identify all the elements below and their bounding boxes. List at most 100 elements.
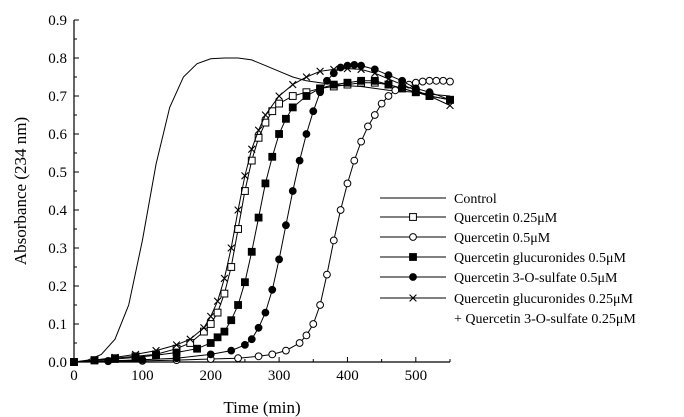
x-axis-label: Time (min): [223, 398, 300, 417]
data-point: [152, 351, 160, 360]
data-point: [275, 99, 283, 108]
data-point: [316, 67, 324, 76]
data-point: [206, 339, 215, 347]
x-tick-label: 100: [131, 368, 154, 384]
data-point: [213, 333, 222, 342]
data-point: [370, 76, 379, 85]
data-point: [261, 308, 270, 317]
data-point: [131, 350, 140, 359]
data-point: [316, 88, 325, 97]
legend-marker: [409, 253, 417, 261]
data-point: [241, 278, 249, 287]
data-point: [350, 60, 359, 69]
data-point: [302, 331, 311, 340]
legend-marker: [409, 213, 417, 221]
legend: Control Quercetin 0.25μM Quercetin 0.5μM Qu…: [380, 192, 636, 327]
series-4: [70, 60, 454, 366]
data-point: [111, 353, 119, 362]
data-point: [391, 86, 400, 95]
data-point: [384, 92, 393, 100]
series-5: [70, 64, 454, 366]
data-point: [295, 156, 304, 165]
data-point: [282, 346, 290, 355]
data-point: [323, 76, 331, 85]
legend-label: Quercetin 0.5μM: [454, 231, 551, 246]
data-point: [350, 156, 359, 165]
data-point: [288, 187, 297, 195]
data-point: [206, 312, 215, 321]
data-point: [302, 73, 311, 81]
data-point: [316, 301, 325, 309]
x-tick-label: 400: [336, 368, 359, 384]
data-point: [329, 236, 338, 245]
data-point: [288, 80, 297, 89]
data-point: [384, 75, 393, 83]
y-tick-label: 0.0: [48, 355, 67, 371]
data-point: [227, 346, 236, 355]
data-point: [254, 352, 263, 361]
data-point: [268, 107, 277, 116]
y-tick-label: 0.2: [48, 279, 67, 295]
data-point: [254, 133, 263, 142]
data-point: [370, 111, 379, 119]
data-point: [446, 95, 454, 104]
data-point: [220, 289, 229, 298]
data-point: [329, 80, 338, 89]
data-point: [206, 350, 215, 359]
series-3: [70, 76, 454, 366]
data-point: [275, 92, 283, 100]
y-tick-label: 0.9: [48, 13, 67, 29]
data-point: [302, 92, 311, 100]
data-point: [172, 341, 181, 349]
y-tick-label: 0.8: [48, 51, 67, 67]
data-point: [336, 206, 345, 214]
data-point: [152, 346, 160, 355]
data-point: [104, 356, 113, 365]
data-point: [371, 69, 379, 77]
data-point: [247, 145, 256, 153]
data-point: [70, 358, 78, 366]
data-point: [193, 344, 201, 353]
y-tick-label: 0.3: [48, 241, 67, 257]
data-point: [234, 206, 242, 214]
data-point: [446, 77, 454, 86]
data-point: [323, 270, 331, 279]
legend-marker: [409, 294, 417, 302]
data-point: [425, 92, 434, 100]
legend-label: Quercetin 3-O-sulfate 0.5μM: [454, 271, 618, 286]
data-point: [213, 308, 222, 317]
data-point: [384, 80, 393, 89]
legend-label: Quercetin glucuronides 0.5μM: [454, 251, 627, 266]
data-point: [261, 111, 270, 119]
series-line: [73, 68, 451, 363]
data-point: [432, 76, 441, 85]
data-point: [275, 255, 283, 264]
series-line: [73, 64, 451, 363]
data-point: [377, 99, 386, 108]
data-point: [247, 247, 256, 256]
data-point: [268, 285, 277, 294]
y-axis-label: Absorbance (234 nm): [11, 117, 30, 265]
legend-label-continued: + Quercetin 3-O-sulfate 0.25μM: [454, 312, 636, 327]
data-point: [336, 63, 345, 72]
legend-label: Quercetin glucuronides 0.25μM: [454, 292, 634, 307]
data-point: [275, 130, 283, 138]
data-point: [206, 320, 215, 328]
data-point: [282, 221, 290, 230]
data-point: [111, 355, 119, 363]
data-point: [295, 339, 304, 347]
data-point: [439, 76, 448, 85]
data-point: [357, 65, 365, 74]
x-tick-label: 200: [199, 368, 222, 384]
data-point: [357, 137, 366, 146]
series-line: [73, 57, 451, 363]
axes: 0.0 0.1 0.2 0.3 0.4 0.5 0.6 0.7 0.8 0.9 0 100 200 300…: [11, 13, 451, 417]
data-point: [227, 244, 236, 252]
data-point: [220, 274, 229, 283]
data-point: [241, 341, 249, 349]
legend-marker: [409, 233, 417, 241]
data-point: [241, 172, 249, 180]
y-tick-label: 0.1: [48, 317, 67, 333]
series-0: [73, 57, 451, 363]
